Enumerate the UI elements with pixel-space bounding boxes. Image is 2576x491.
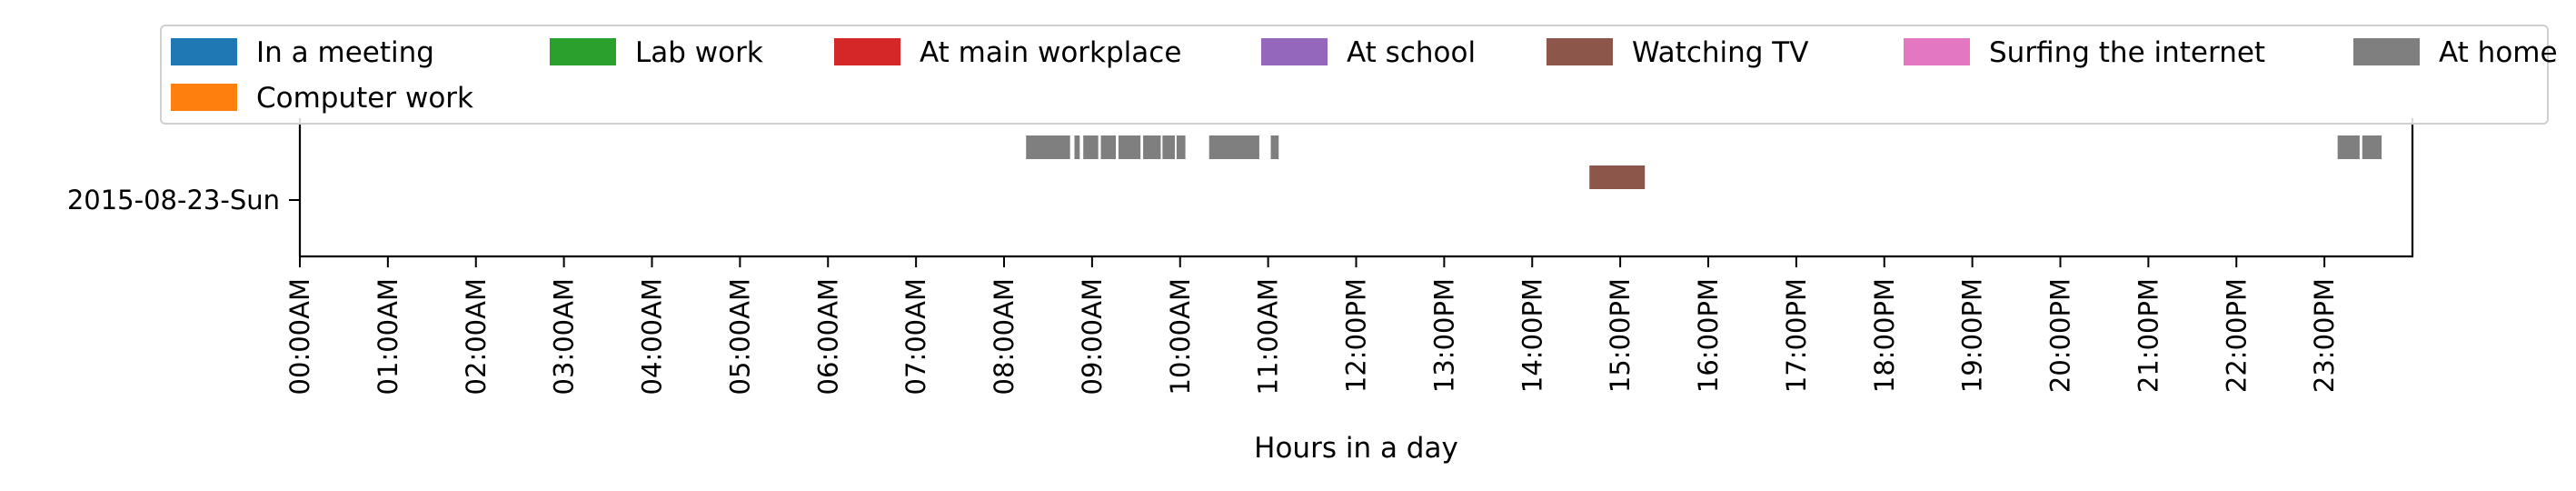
x-tick-label: 04:00AM: [637, 278, 668, 395]
bar-segment: [1083, 135, 1099, 159]
legend-label: Surfing the internet: [1989, 36, 2265, 69]
legend-label: Watching TV: [1632, 36, 1808, 69]
legend-swatch: [834, 38, 900, 65]
x-tick-label: 02:00AM: [461, 278, 492, 395]
x-tick-label: 20:00PM: [2045, 278, 2076, 393]
x-tick-label: 08:00AM: [989, 278, 1019, 395]
legend-label: At school: [1347, 36, 1476, 69]
legend-label: In a meeting: [256, 36, 434, 69]
legend-label: Computer work: [256, 82, 473, 115]
legend-swatch: [1904, 38, 1970, 65]
legend-label: Lab work: [635, 36, 763, 69]
legend-swatch: [1261, 38, 1328, 65]
bar-segment: [1270, 135, 1279, 159]
bar-segment: [1162, 135, 1175, 159]
x-tick-label: 15:00PM: [1605, 278, 1636, 393]
bar-segment: [1208, 135, 1259, 159]
x-tick-label: 17:00PM: [1781, 278, 1812, 393]
x-tick-label: 09:00AM: [1077, 278, 1108, 395]
legend-swatch: [2353, 38, 2420, 65]
bar-segment: [2362, 135, 2382, 159]
x-tick-label: 01:00AM: [373, 278, 403, 395]
bar-segment: [1026, 135, 1070, 159]
x-tick-label: 13:00PM: [1428, 278, 1459, 393]
x-tick-label: 16:00PM: [1693, 278, 1724, 393]
legend-swatch: [171, 38, 237, 65]
bar-segment: [1589, 165, 1646, 189]
x-tick-label: 00:00AM: [284, 278, 315, 395]
x-tick-label: 14:00PM: [1517, 278, 1547, 393]
legend-label: At main workplace: [920, 36, 1181, 69]
legend-swatch: [171, 84, 237, 111]
bar-segment: [1118, 135, 1141, 159]
x-tick-label: 10:00AM: [1165, 278, 1196, 395]
y-tick-label: 2015-08-23-Sun: [67, 185, 280, 215]
bar-segment: [1074, 135, 1080, 159]
legend-label: At home: [2439, 36, 2558, 69]
legend-swatch: [550, 38, 616, 65]
x-tick-label: 07:00AM: [900, 278, 931, 395]
bar-segment: [2337, 135, 2360, 159]
bar-segment: [1100, 135, 1117, 159]
x-tick-label: 05:00AM: [724, 278, 755, 395]
x-tick-label: 03:00AM: [549, 278, 580, 395]
x-tick-label: 23:00PM: [2309, 278, 2340, 393]
x-tick-label: 12:00PM: [1341, 278, 1372, 393]
x-tick-label: 22:00PM: [2221, 278, 2252, 393]
x-tick-label: 21:00PM: [2133, 278, 2163, 393]
x-tick-label: 11:00AM: [1253, 278, 1284, 395]
x-tick-label: 19:00PM: [1957, 278, 1988, 393]
x-tick-label: 18:00PM: [1869, 278, 1900, 393]
plot-area: [1026, 135, 2382, 189]
x-tick-label: 06:00AM: [812, 278, 843, 395]
bar-segment: [1176, 135, 1186, 159]
axes: 00:00AM 01:00AM 02:00AM 03:00AM 04:00AM 05:00…: [67, 118, 2414, 465]
bar-segment: [1143, 135, 1161, 159]
legend: In a meeting Computer work Lab work At main…: [160, 25, 2558, 125]
legend-swatch: [1547, 38, 1613, 65]
x-axis-title: Hours in a day: [1254, 432, 1458, 465]
